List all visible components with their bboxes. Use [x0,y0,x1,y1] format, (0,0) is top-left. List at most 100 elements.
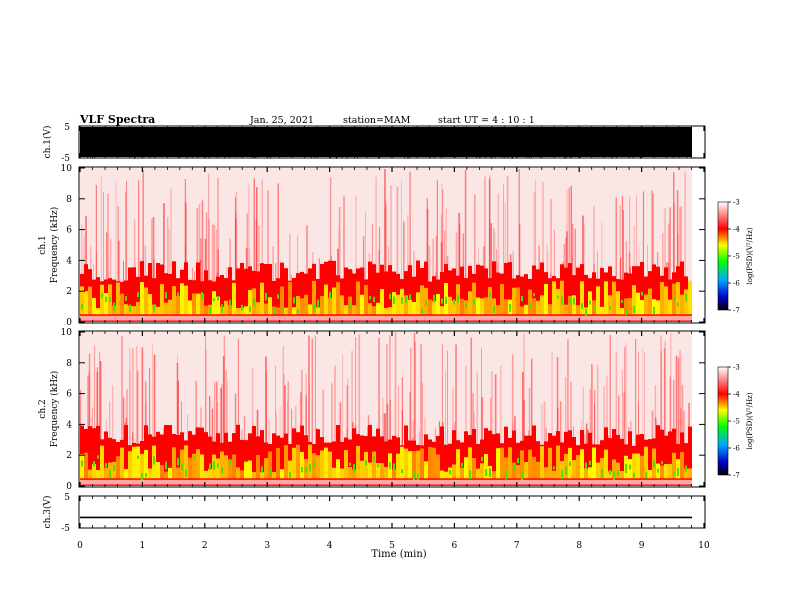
spectrogram-cell [464,278,468,322]
spectrogram-streak [663,348,666,486]
spectrogram-cell [484,297,488,315]
time-axis-tick-labels: 0 1 2 3 4 5 6 7 8 9 10 [77,541,710,551]
spectrogram-streak [331,383,333,486]
spectrogram-cell [500,447,504,479]
spectrogram-cell [553,466,555,470]
spectrogram-cell [653,306,655,315]
spectrogram-cell [192,293,196,315]
spectrogram-cell [384,271,388,322]
spectrogram-cell [229,458,231,467]
spectrogram-cell [528,289,532,315]
spectrogram-streak [225,370,227,486]
spectrogram-streak [342,354,344,486]
spectrogram-streak [470,337,472,486]
spectrogram-cell [261,466,263,473]
spectrogram-cell [617,470,619,476]
spectrogram-cell [480,265,484,322]
spectrogram-cell [552,470,556,479]
spectrogram-cell [113,302,115,311]
spectrogram-cell [248,433,252,486]
spectrogram-streak [413,332,416,486]
spectrogram-streak [476,372,478,486]
spectrogram-cell [88,286,92,315]
spectrogram-cell [660,429,664,486]
spectrogram-streak [94,345,96,486]
spectrogram-streak [660,335,662,486]
spectrogram-cell [213,298,215,302]
spectrogram-cell [428,446,432,479]
spectrogram-streak [669,207,671,322]
spectrogram-streak [506,175,509,322]
spectrogram-cell [376,463,380,479]
spectrogram-cell [389,293,391,300]
spectrogram-streak [338,207,341,322]
spectrogram-cell [352,273,356,322]
spectrogram-cell [328,297,332,315]
spectrogram-cell [96,308,100,315]
spectrogram-cell [440,426,444,486]
freq-tick-label: 0 [66,482,72,492]
spectrogram-cell [401,297,403,305]
spectrogram-cell [92,428,96,486]
spectrogram-cell [457,295,459,303]
spectrogram-cell [520,306,524,315]
spectrogram-cell [376,302,380,315]
spectrogram-cell [268,451,272,479]
spectrogram-cell [164,471,168,479]
freq-tick-label: 4 [66,256,72,266]
spectrogram-cell [596,286,600,315]
spectrogram-cell [84,291,88,315]
spectrogram-cell [621,299,623,303]
spectrogram-cell [388,307,392,315]
spectrogram-cell [336,425,340,486]
freq-tick-label: 10 [61,164,73,174]
spectrogram-streak [176,362,179,486]
spectrogram-streak [117,206,119,322]
spectrogram-cell [568,263,572,322]
spectrogram-cell [561,296,563,306]
spectrogram-cell [504,263,508,322]
spectrogram-streak [533,191,536,322]
spectrogram-cell [548,447,552,479]
spectrogram-streak [378,337,380,486]
spectrogram-cell [508,447,512,479]
spectrogram-streak [621,370,623,486]
spectrogram-cell [620,308,624,315]
spectrogram-streak [163,203,165,322]
spectrogram-cell [408,451,412,479]
freq-tick-label: 0 [66,318,72,328]
spectrogram-cell [656,425,660,486]
spectrogram-cell [661,461,663,465]
spectrogram-cell [405,295,407,303]
spectrogram-streak [216,229,217,322]
time-tick-label: 9 [639,541,645,551]
spectrogram-streak [409,171,411,322]
spectrogram-cell [296,444,300,479]
spectrogram-streak [81,224,83,322]
spectrogram-cell [620,438,624,486]
spectrogram-cell [356,445,360,479]
spectrogram-cell [81,460,83,467]
spectrogram-cell [481,456,483,462]
spectrogram-cell [236,424,240,486]
spectrogram-cell [213,461,215,470]
spectrogram-streak [681,355,683,486]
spectrogram-cell [252,426,256,486]
spectrogram-cell [449,470,451,475]
spectrogram-streak [484,176,486,322]
spectrogram-cell [109,297,111,302]
spectrogram-cell [393,296,395,304]
spectrogram-streak [115,181,117,322]
spectrogram-cell [448,270,452,322]
spectrogram-cell [601,469,603,478]
spectrogram-streak [395,332,397,486]
spectrogram-streak [121,336,123,486]
spectrogram-cell [620,471,624,479]
spectrogram-cell [368,261,372,322]
spectrogram-cell [548,278,552,322]
spectrogram-cell [293,297,295,304]
spectrogram-cell [425,300,427,306]
spectrogram-cell [544,467,548,479]
spectrogram-streak [664,340,666,486]
spectrogram-cell [220,275,224,322]
